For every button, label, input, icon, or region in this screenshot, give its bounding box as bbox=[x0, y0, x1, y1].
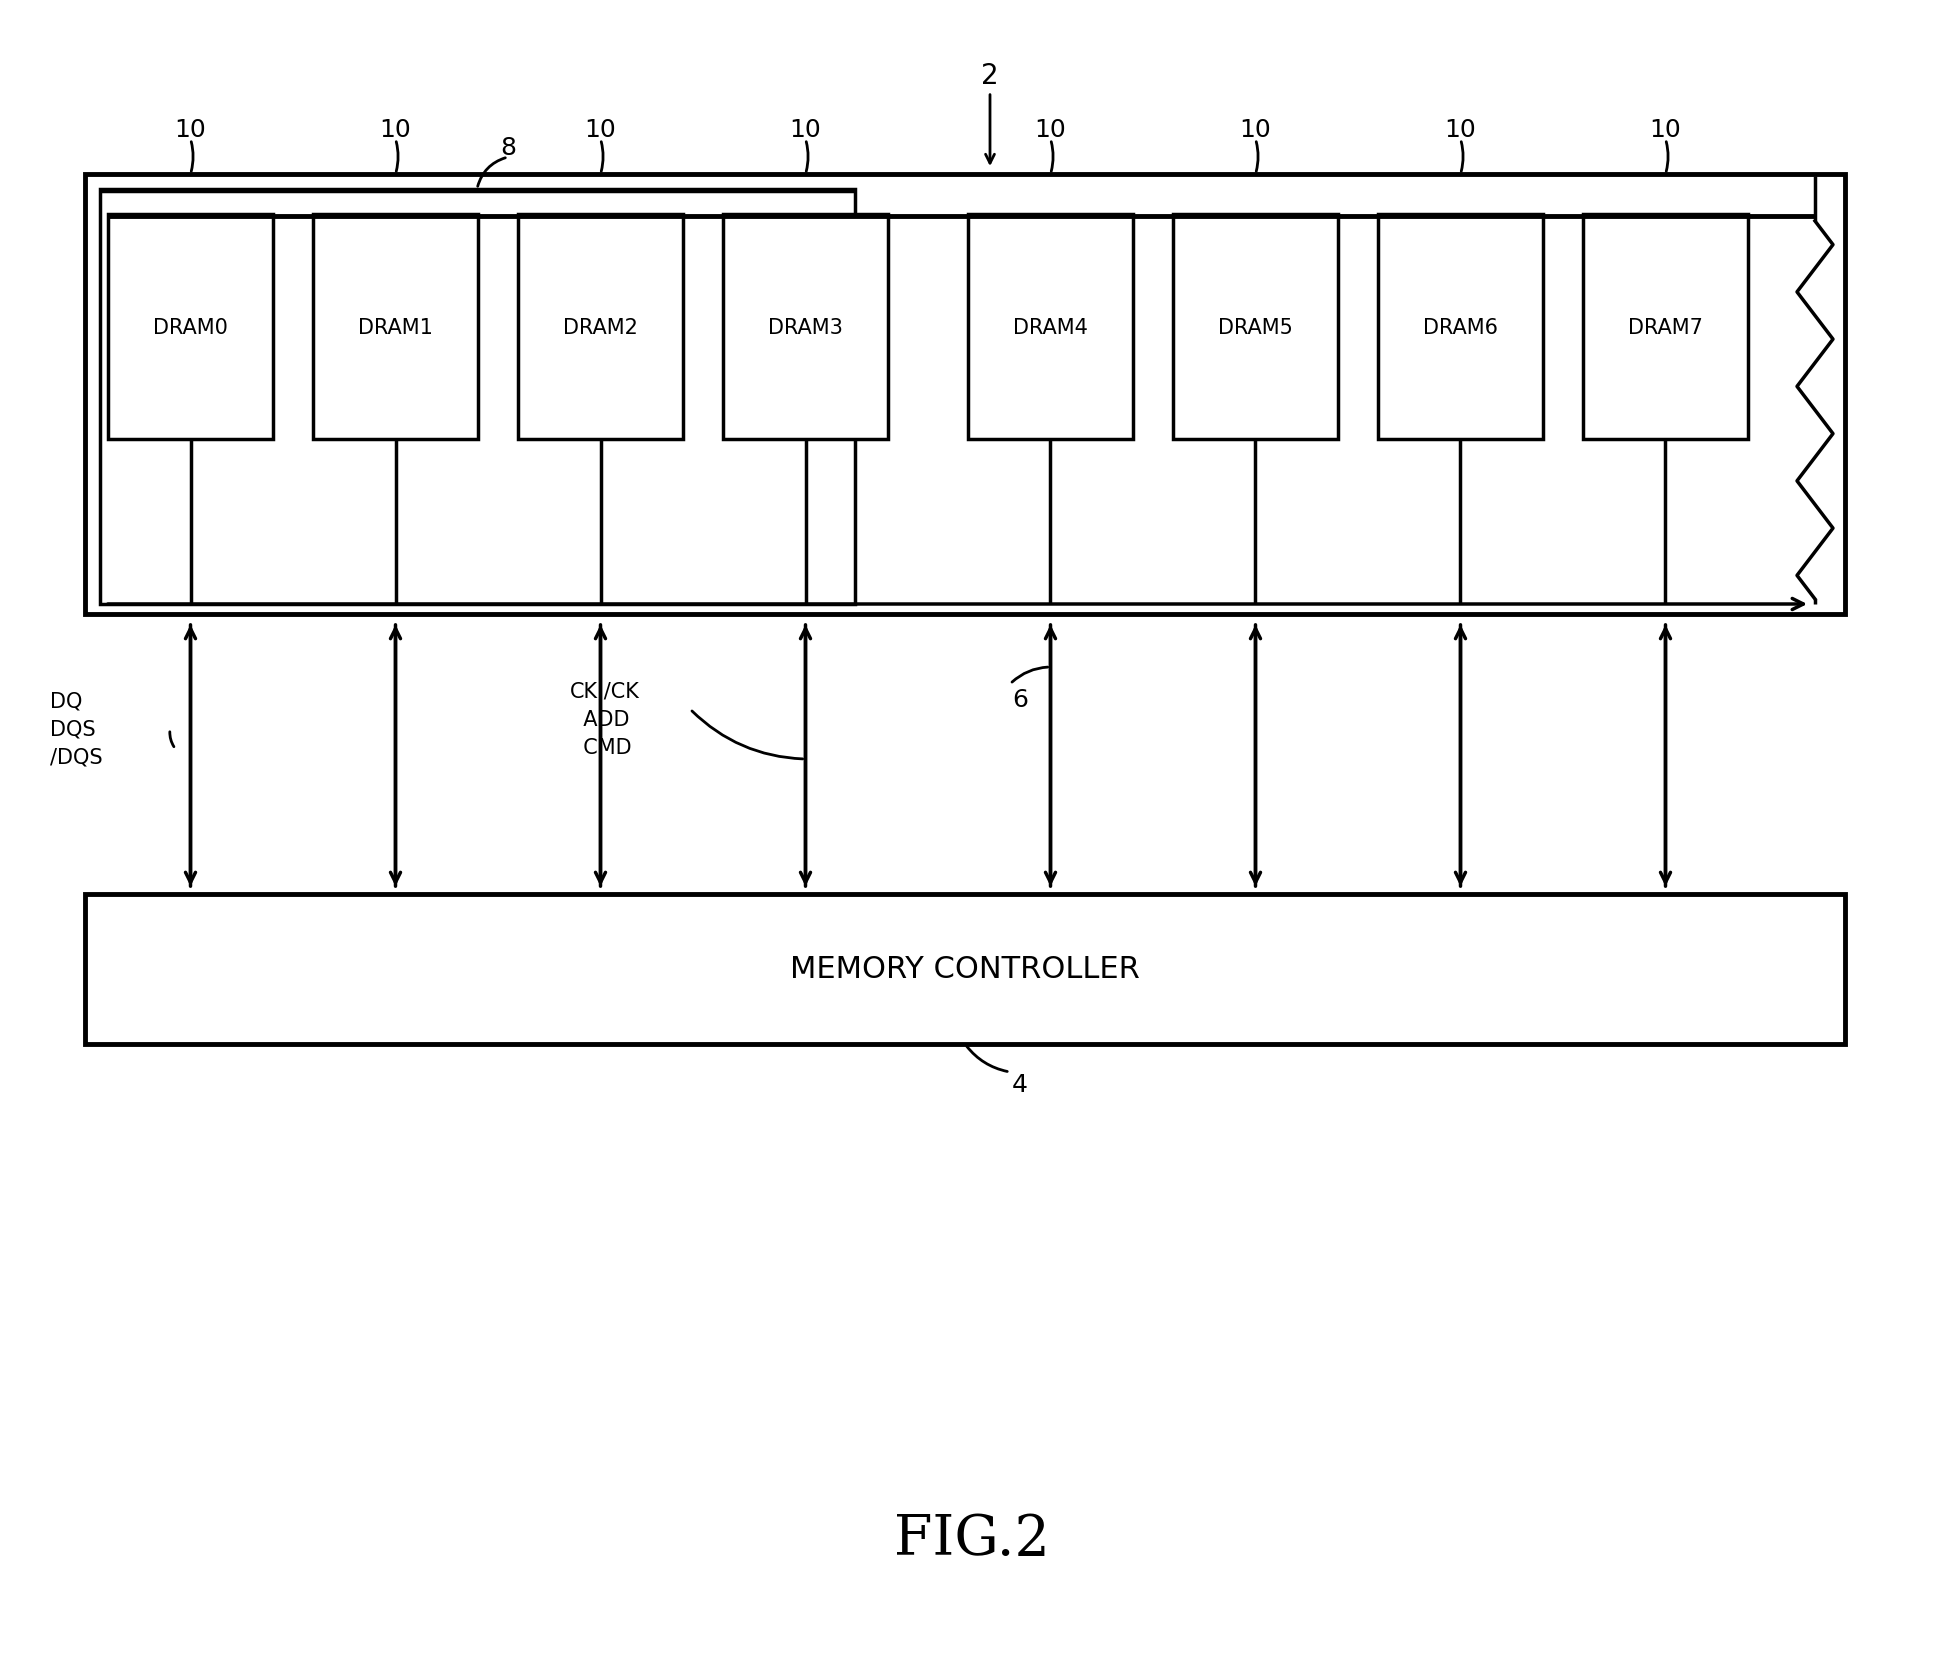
Text: 6: 6 bbox=[1011, 688, 1029, 711]
Text: MEMORY CONTROLLER: MEMORY CONTROLLER bbox=[790, 954, 1140, 984]
Text: 10: 10 bbox=[1239, 118, 1272, 143]
Bar bbox=[1583, 215, 1749, 439]
Text: 10: 10 bbox=[175, 118, 206, 143]
Text: 10: 10 bbox=[1649, 118, 1680, 143]
Bar bbox=[86, 895, 1846, 1044]
Text: DRAM3: DRAM3 bbox=[768, 316, 842, 338]
Bar bbox=[724, 215, 889, 439]
Text: DRAM4: DRAM4 bbox=[1013, 316, 1087, 338]
Text: 8: 8 bbox=[500, 136, 515, 161]
Text: DQ
DQS
/DQS: DQ DQS /DQS bbox=[51, 691, 103, 767]
Text: 10: 10 bbox=[1035, 118, 1066, 143]
Text: DRAM5: DRAM5 bbox=[1218, 316, 1293, 338]
Bar bbox=[86, 176, 1846, 615]
Bar bbox=[1377, 215, 1542, 439]
Bar bbox=[969, 215, 1134, 439]
Text: 10: 10 bbox=[379, 118, 412, 143]
Text: DRAM1: DRAM1 bbox=[358, 316, 434, 338]
Text: DRAM2: DRAM2 bbox=[562, 316, 638, 338]
Text: FIG.2: FIG.2 bbox=[895, 1511, 1050, 1566]
Text: 2: 2 bbox=[980, 61, 1000, 164]
Text: 10: 10 bbox=[1445, 118, 1476, 143]
Text: DRAM7: DRAM7 bbox=[1628, 316, 1704, 338]
Bar bbox=[517, 215, 683, 439]
Text: 10: 10 bbox=[585, 118, 617, 143]
Bar bbox=[109, 215, 272, 439]
Text: 10: 10 bbox=[790, 118, 821, 143]
Text: 4: 4 bbox=[1011, 1072, 1029, 1097]
Text: DRAM0: DRAM0 bbox=[154, 316, 228, 338]
Bar bbox=[99, 191, 856, 605]
Text: DRAM6: DRAM6 bbox=[1424, 316, 1498, 338]
Text: CK,/CK
  ADD
  CMD: CK,/CK ADD CMD bbox=[570, 681, 640, 757]
Bar bbox=[313, 215, 478, 439]
Bar bbox=[1173, 215, 1338, 439]
